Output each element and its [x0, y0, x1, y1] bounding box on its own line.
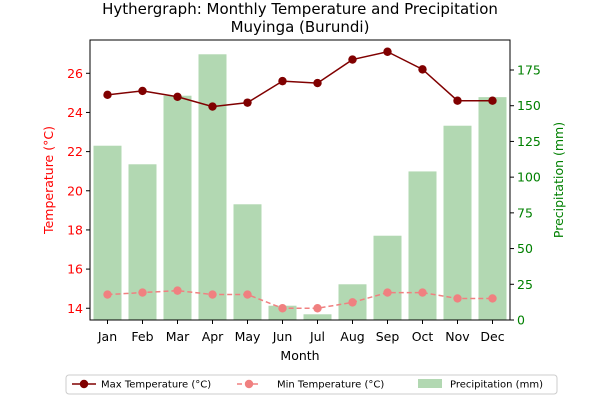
precipitation-bars [93, 54, 507, 321]
y-left-tick-label-18: 18 [67, 222, 83, 237]
precip-bar-nov [443, 125, 472, 320]
plot-frame [89, 39, 511, 321]
max-temp-point-oct [418, 65, 427, 74]
precip-bar-oct [408, 171, 437, 320]
legend-max-label: Max Temperature (°C) [101, 380, 211, 391]
y-axis-left-label: Temperature (°C) [41, 126, 56, 235]
chart-title: Hythergraph: Monthly Temperature and Pre… [102, 0, 498, 18]
precip-bar-may [233, 204, 262, 320]
x-axis-label: Month [280, 348, 319, 363]
legend-min-marker [244, 379, 254, 389]
min-temp-point-nov [453, 294, 462, 303]
legend-precip-swatch [418, 379, 442, 388]
max-temp-point-dec [488, 96, 497, 105]
precip-bar-mar [163, 95, 192, 320]
x-tick-label-feb: Feb [131, 329, 153, 344]
max-temp-point-may [243, 98, 252, 107]
x-tick-label-dec: Dec [480, 329, 504, 344]
min-temp-point-jan [103, 290, 112, 299]
x-tick-label-oct: Oct [412, 329, 434, 344]
min-temp-point-jul [313, 304, 322, 313]
legend: Max Temperature (°C) Min Temperature (°C… [65, 374, 558, 395]
legend-min-label: Min Temperature (°C) [277, 380, 384, 391]
x-tick-label-apr: Apr [202, 329, 224, 344]
x-tick-label-aug: Aug [340, 329, 364, 344]
y-left-tick-label-14: 14 [67, 301, 83, 316]
legend-max-marker [79, 379, 89, 389]
precip-bar-jul [303, 314, 332, 320]
max-temp-point-feb [138, 86, 147, 96]
max-temp-point-jul [313, 78, 322, 88]
min-temp-point-may [243, 290, 252, 299]
y-right-tick-label-175: 175 [517, 63, 541, 78]
min-temp-point-mar [173, 286, 182, 295]
temperature-lines [103, 47, 497, 313]
precip-bar-sep [373, 235, 402, 320]
x-tick-label-mar: Mar [166, 329, 190, 344]
x-axis: Jan Feb Mar Apr May Jun Jul Aug Sep Oct Nov Dec [97, 320, 505, 344]
y-left-tick-label-26: 26 [67, 66, 83, 81]
y-right-tick-label-50: 50 [517, 241, 533, 256]
max-temp-point-sep [383, 47, 392, 56]
y-left-tick-label-24: 24 [67, 105, 83, 120]
precip-bar-dec [478, 97, 507, 321]
min-temp-point-oct [418, 288, 427, 297]
y-right-tick-label-100: 100 [517, 170, 541, 185]
x-tick-label-jan: Jan [97, 329, 117, 344]
x-tick-label-nov: Nov [445, 329, 470, 344]
y-right-tick-label-25: 25 [517, 277, 533, 292]
min-temp-point-sep [383, 288, 392, 297]
chart-subtitle: Muyinga (Burundi) [231, 18, 370, 36]
x-tick-label-sep: Sep [376, 329, 400, 344]
x-tick-label-jul: Jul [309, 329, 325, 344]
precip-bar-apr [198, 54, 227, 321]
min-temp-point-jun [278, 304, 287, 313]
y-left-tick-label-16: 16 [67, 262, 83, 277]
y-axis-left: 14 16 18 20 22 24 26 [67, 66, 90, 316]
y-left-tick-label-20: 20 [67, 183, 83, 198]
max-temp-point-aug [348, 55, 357, 64]
min-temp-point-feb [138, 288, 147, 297]
max-temp-point-apr [208, 102, 217, 111]
y-left-tick-label-22: 22 [67, 144, 83, 159]
legend-precip-label: Precipitation (mm) [450, 380, 543, 391]
max-temp-point-jun [278, 76, 287, 86]
max-temp-line [107, 50, 493, 108]
x-tick-label-may: May [235, 329, 261, 344]
y-right-tick-label-150: 150 [517, 98, 541, 113]
y-axis-right-label: Precipitation (mm) [551, 122, 566, 238]
y-right-tick-label-0: 0 [517, 313, 525, 328]
min-temp-point-aug [348, 298, 357, 307]
min-temp-point-apr [208, 290, 217, 299]
max-temp-point-nov [453, 96, 462, 105]
min-temp-point-dec [488, 294, 497, 303]
max-temp-point-jan [103, 90, 112, 100]
precip-bar-jun [268, 305, 297, 320]
min-temp-line [107, 289, 493, 310]
y-right-tick-label-75: 75 [517, 205, 533, 220]
x-tick-label-jun: Jun [272, 329, 293, 344]
max-temp-point-mar [173, 92, 182, 101]
y-axis-right: 0 25 50 75 100 125 150 175 [510, 63, 541, 328]
y-right-tick-label-125: 125 [517, 134, 541, 149]
